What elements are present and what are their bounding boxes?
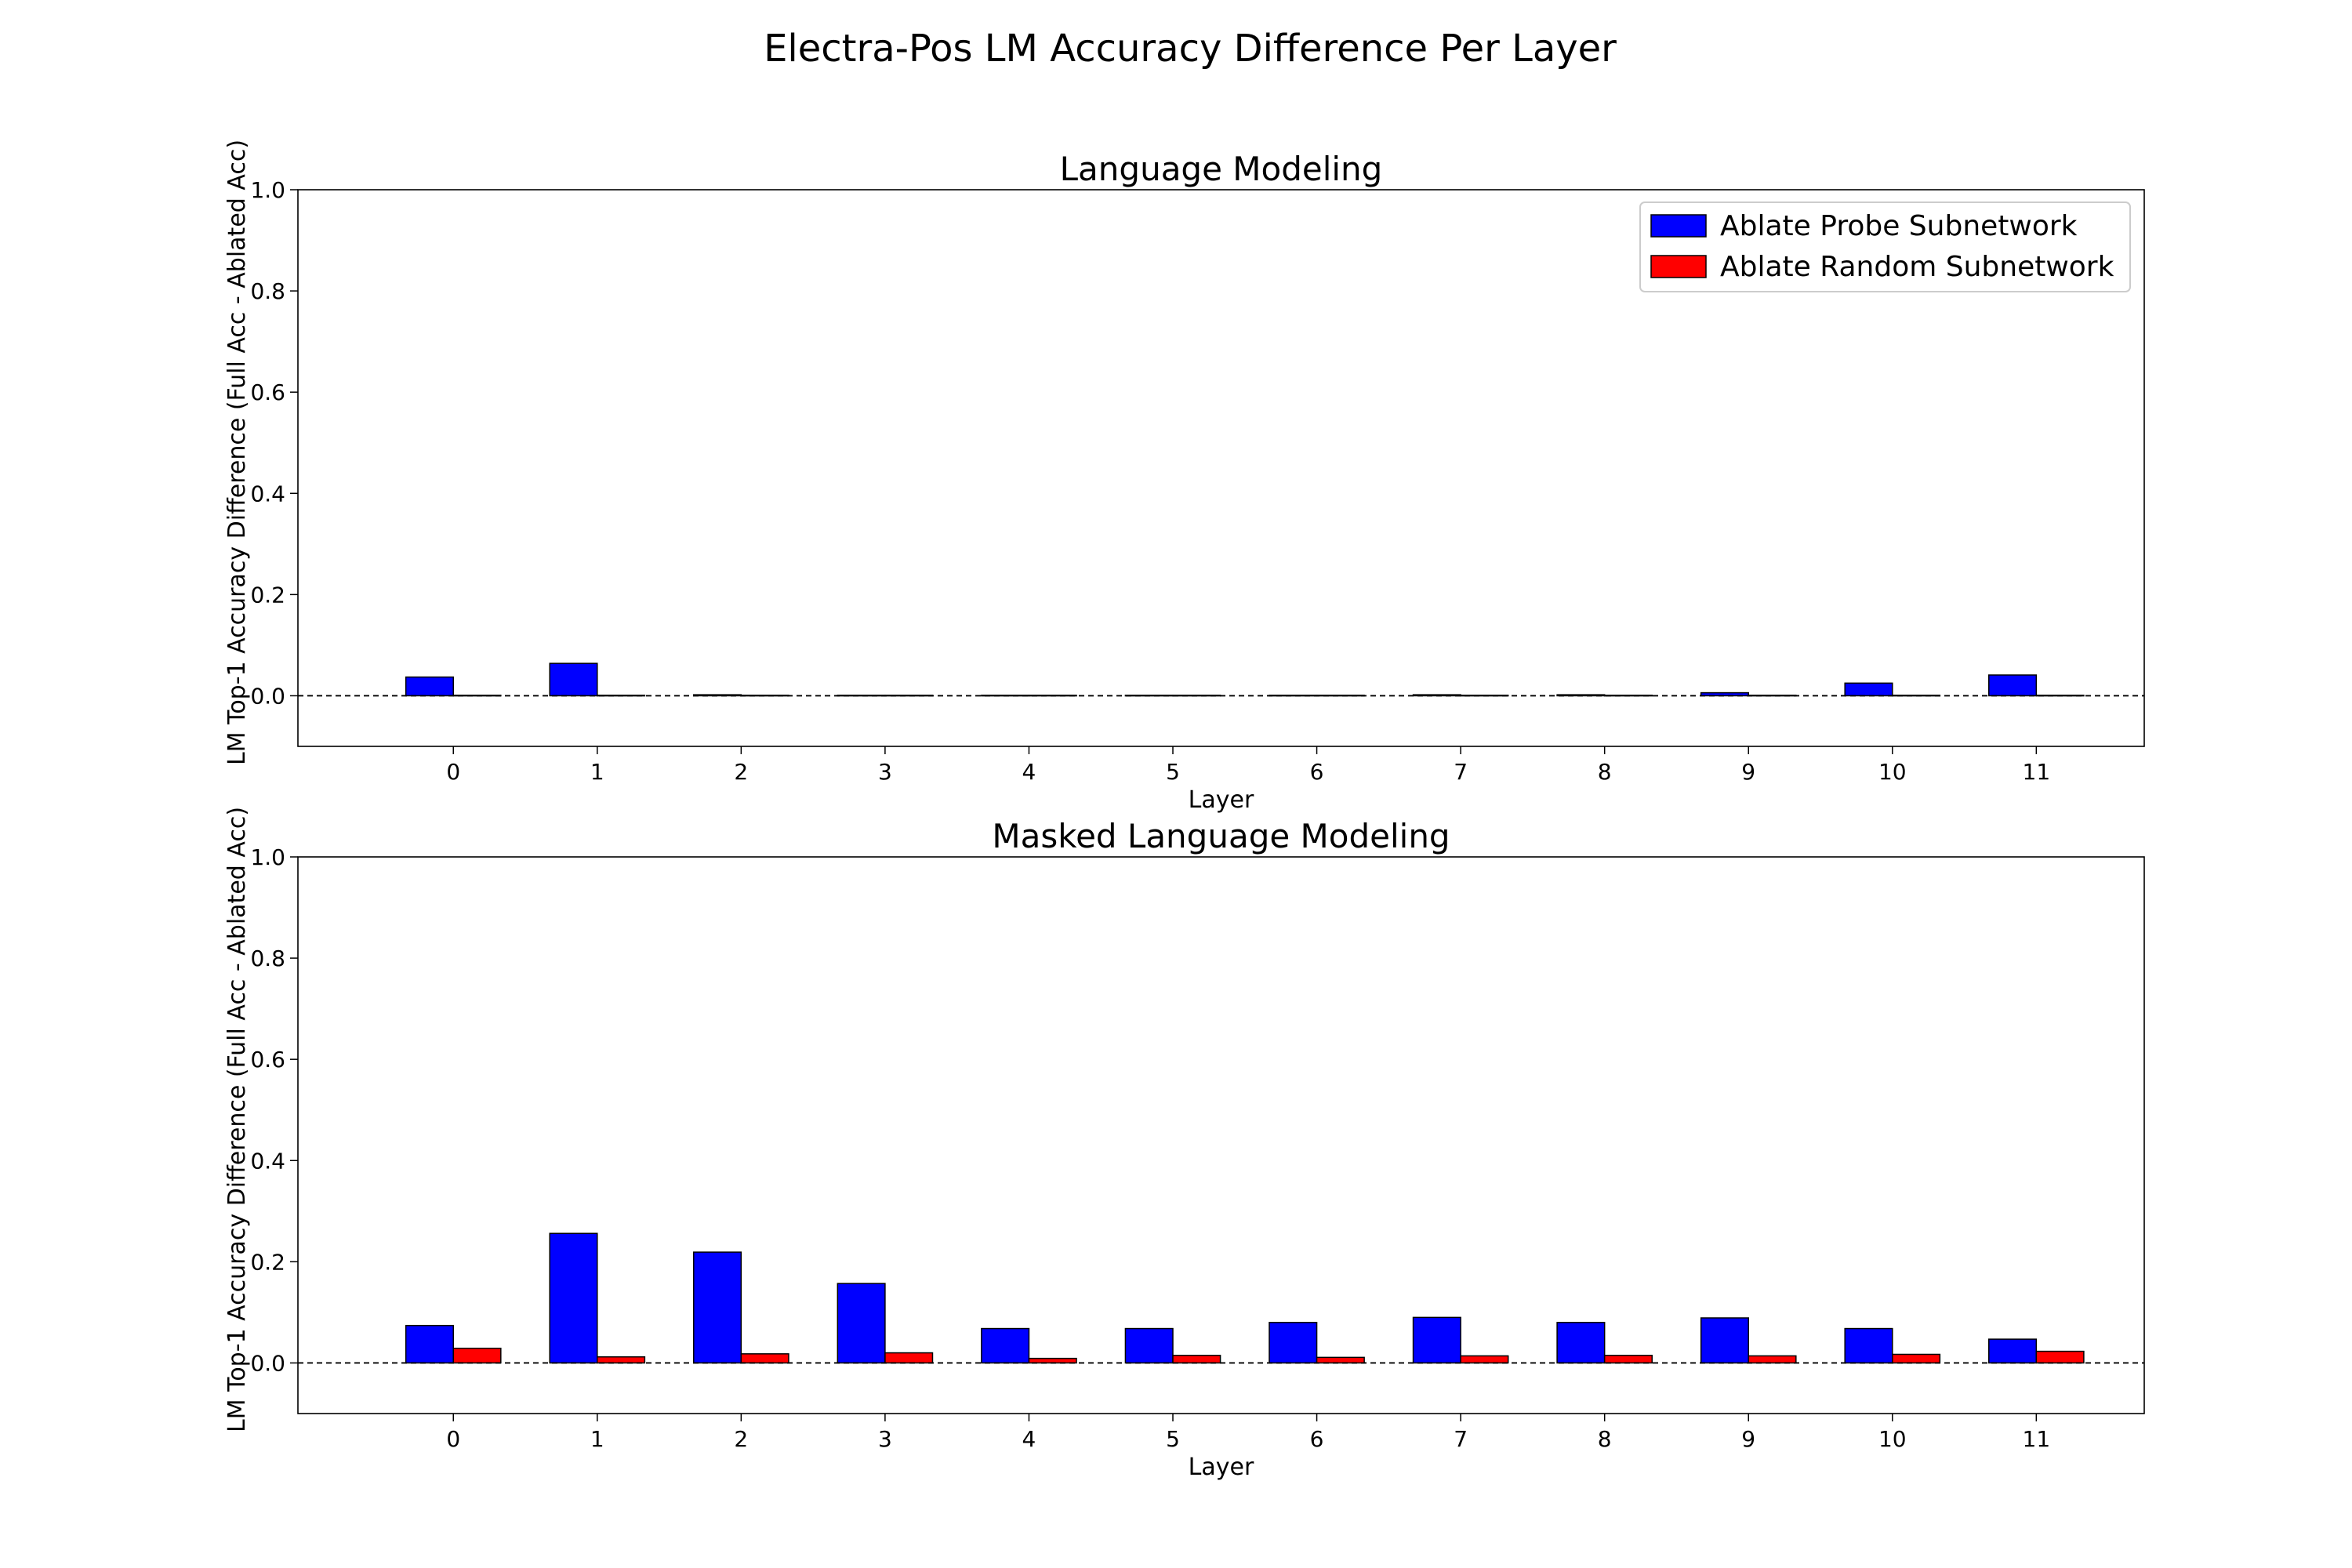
legend-swatch-0 <box>1650 214 1707 238</box>
bar-probe-layer-3 <box>837 1283 886 1364</box>
x-tick-label: 1 <box>590 1426 604 1452</box>
x-tick-label: 8 <box>1598 1426 1612 1452</box>
y-tick-label: 1.0 <box>250 844 285 870</box>
x-tick-label: 2 <box>734 1426 748 1452</box>
y-axis-label: LM Top-1 Accuracy Difference (Full Acc -… <box>223 807 251 1432</box>
x-tick-label: 6 <box>1310 1426 1324 1452</box>
y-tick-label: 0.0 <box>250 683 285 709</box>
bar-probe-layer-8 <box>1556 1322 1606 1364</box>
y-tick-label: 0.6 <box>250 379 285 405</box>
bar-random-layer-3 <box>884 1352 934 1364</box>
bar-probe-layer-1 <box>549 1232 598 1364</box>
x-axis-label: Layer <box>1189 786 1254 814</box>
bar-random-layer-7 <box>1460 1355 1509 1364</box>
bar-random-layer-1 <box>597 1356 646 1364</box>
x-tick-label: 3 <box>878 759 892 785</box>
chart-panel-1: Masked Language Modeling 0.0 0.2 0.4 0.6 0.8 1… <box>223 807 2145 1481</box>
bar-random-layer-8 <box>1603 1355 1653 1364</box>
x-axis-label: Layer <box>1189 1454 1254 1481</box>
x-tick-label: 9 <box>1741 759 1755 785</box>
x-tick-label: 2 <box>734 759 748 785</box>
x-tick-label: 10 <box>1878 1426 1907 1452</box>
y-tick-label: 0.0 <box>250 1350 285 1376</box>
bar-probe-layer-9 <box>1700 1317 1749 1364</box>
bar-probe-layer-0 <box>405 1324 454 1364</box>
y-tick-label: 0.4 <box>250 1148 285 1174</box>
bar-random-layer-9 <box>1748 1355 1797 1364</box>
bar-probe-layer-4 <box>981 1327 1030 1364</box>
bar-random-layer-10 <box>1892 1353 1941 1364</box>
x-tick-label: 0 <box>446 759 460 785</box>
x-tick-label: 10 <box>1878 759 1907 785</box>
bar-probe-layer-1 <box>549 662 598 697</box>
x-tick-label: 5 <box>1166 759 1180 785</box>
x-tick-label: 8 <box>1598 759 1612 785</box>
legend-label-1: Ablate Random Subnetwork <box>1720 251 2114 283</box>
y-tick-label: 0.4 <box>250 481 285 506</box>
x-tick-label: 11 <box>2023 759 2051 785</box>
y-axis-label: LM Top-1 Accuracy Difference (Full Acc -… <box>223 140 251 765</box>
y-tick-label: 0.2 <box>250 1249 285 1275</box>
chart-title: Language Modeling <box>1060 150 1383 188</box>
legend-box <box>1639 201 2131 292</box>
y-tick-label: 0.8 <box>250 278 285 304</box>
bar-random-layer-11 <box>2035 1350 2085 1364</box>
bar-probe-layer-10 <box>1844 1327 1893 1364</box>
x-tick-label: 1 <box>590 759 604 785</box>
bar-probe-layer-11 <box>1988 1338 2038 1364</box>
axes-frame <box>297 189 2145 747</box>
x-tick-label: 4 <box>1022 1426 1036 1452</box>
legend: Ablate Probe Subnetwork Ablate Random Sub… <box>1639 201 2131 292</box>
bar-random-layer-0 <box>452 1347 502 1364</box>
bar-probe-layer-6 <box>1269 1322 1318 1364</box>
axes-frame <box>297 856 2145 1414</box>
bar-random-layer-5 <box>1172 1355 1221 1364</box>
y-tick-label: 0.2 <box>250 582 285 608</box>
x-tick-label: 5 <box>1166 1426 1180 1452</box>
legend-swatch-1 <box>1650 255 1707 278</box>
x-tick-label: 7 <box>1454 1426 1468 1452</box>
x-tick-label: 4 <box>1022 759 1036 785</box>
bar-probe-layer-11 <box>1988 674 2038 697</box>
bar-probe-layer-7 <box>1412 1316 1461 1364</box>
legend-label-0: Ablate Probe Subnetwork <box>1720 210 2078 242</box>
y-tick-label: 0.6 <box>250 1047 285 1073</box>
x-tick-label: 11 <box>2023 1426 2051 1452</box>
bar-probe-layer-9 <box>1700 691 1749 697</box>
x-tick-label: 0 <box>446 1426 460 1452</box>
bar-random-layer-6 <box>1316 1356 1365 1364</box>
charts-container: Language Modeling 0.0 0.2 0.4 0.6 0.8 1.0 0 1 2 3 4… <box>223 140 2145 1481</box>
bar-random-layer-2 <box>740 1353 789 1364</box>
bar-probe-layer-10 <box>1844 682 1893 697</box>
chart-title: Masked Language Modeling <box>992 817 1450 855</box>
y-tick-label: 0.8 <box>250 946 285 971</box>
x-tick-label: 6 <box>1310 759 1324 785</box>
chart-panel-0: Language Modeling 0.0 0.2 0.4 0.6 0.8 1.0 0 1 2 3 4… <box>223 140 2145 814</box>
x-tick-label: 9 <box>1741 1426 1755 1452</box>
y-tick-label: 1.0 <box>250 177 285 203</box>
bar-probe-layer-5 <box>1124 1327 1174 1364</box>
x-tick-label: 3 <box>878 1426 892 1452</box>
figure-suptitle: Electra-Pos LM Accuracy Difference Per L… <box>764 27 1617 71</box>
x-tick-label: 7 <box>1454 759 1468 785</box>
bar-probe-layer-2 <box>693 1251 742 1364</box>
bar-probe-layer-0 <box>405 676 454 697</box>
